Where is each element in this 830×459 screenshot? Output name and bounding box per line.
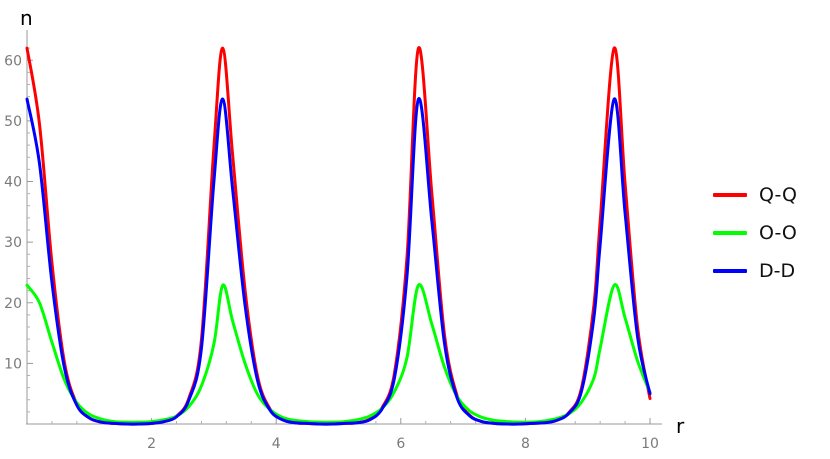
series-layer <box>25 46 652 426</box>
legend-label-q-q: Q-Q <box>759 184 797 206</box>
legend-swatch-o-o <box>713 231 747 235</box>
y-tick-label: 60 <box>4 53 22 69</box>
x-axis-title: r <box>676 414 685 438</box>
legend-swatch-d-d <box>713 269 747 273</box>
legend-item-o-o: O-O <box>713 214 797 252</box>
series-line-q-q <box>25 46 652 426</box>
series-line-d-d <box>25 97 652 426</box>
x-tick-label: 10 <box>641 436 659 452</box>
legend-item-d-d: D-D <box>713 252 797 290</box>
series-line-o-o <box>25 283 652 424</box>
x-tick-label: 2 <box>147 436 156 452</box>
y-tick-label: 20 <box>4 296 22 312</box>
y-tick-label: 10 <box>4 356 22 372</box>
x-tick-label: 8 <box>521 436 530 452</box>
y-tick-label: 50 <box>4 114 22 130</box>
legend: Q-Q O-O D-D <box>713 176 797 290</box>
legend-label-o-o: O-O <box>759 222 797 244</box>
legend-item-q-q: Q-Q <box>713 176 797 214</box>
y-axis-title: n <box>20 6 33 30</box>
y-tick-label: 40 <box>4 175 22 191</box>
x-tick-label: 4 <box>272 436 281 452</box>
axes <box>26 30 662 425</box>
x-tick-label: 6 <box>396 436 405 452</box>
y-tick-label: 30 <box>4 235 22 251</box>
legend-label-d-d: D-D <box>759 260 796 282</box>
ticks: 2 4 6 8 10 10 20 30 40 50 60 <box>4 47 659 452</box>
legend-swatch-q-q <box>713 193 747 197</box>
